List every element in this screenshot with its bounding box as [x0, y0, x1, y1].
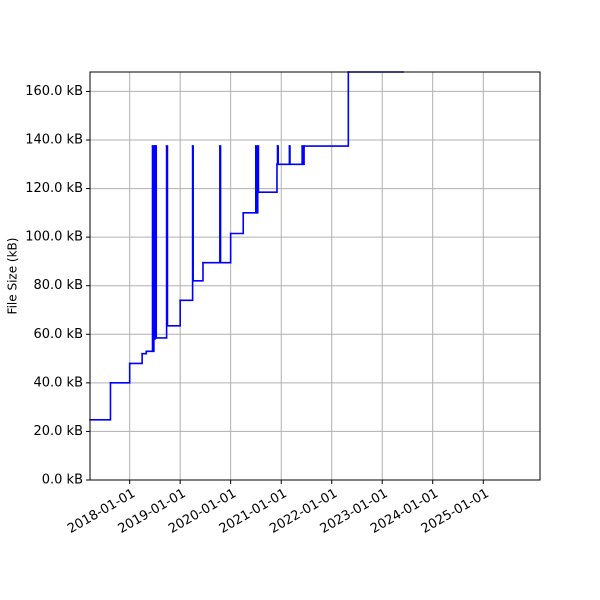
y-tick-label: 140.0 kB [25, 133, 83, 148]
data-point [277, 163, 280, 166]
data-point [141, 352, 144, 355]
y-tick-label: 0.0 kB [42, 473, 83, 488]
data-point [257, 191, 260, 194]
y-tick-label: 20.0 kB [33, 424, 83, 439]
data-point [301, 163, 304, 166]
data-point [192, 279, 195, 282]
plot-frame [89, 71, 541, 481]
y-axis-label: File Size (kB) [6, 238, 20, 315]
data-point [145, 350, 148, 353]
y-tick-label: 100.0 kB [25, 230, 83, 245]
data-point [256, 145, 259, 147]
data-point [128, 362, 131, 365]
y-tick-label: 40.0 kB [33, 375, 83, 390]
data-point [219, 261, 222, 264]
data-point [202, 261, 204, 264]
series-line [90, 71, 404, 421]
series-layer [89, 71, 404, 421]
data-point [303, 145, 305, 147]
data-point [179, 299, 182, 302]
y-tick-label: 120.0 kB [25, 181, 83, 196]
y-tick-label: 160.0 kB [25, 84, 83, 99]
data-point [276, 163, 278, 166]
data-point [153, 338, 156, 341]
data-point [255, 211, 258, 214]
data-point [218, 145, 221, 147]
data-point [166, 324, 169, 327]
y-tick-label: 80.0 kB [33, 278, 83, 293]
data-point [254, 145, 257, 147]
data-point [151, 145, 154, 147]
data-point [155, 337, 158, 339]
data-point [109, 381, 112, 384]
y-tick-label: 60.0 kB [33, 327, 83, 342]
data-point [229, 232, 232, 235]
grid [90, 72, 540, 481]
plot-area [90, 72, 540, 480]
data-point [165, 145, 168, 147]
data-point [276, 145, 279, 147]
data-point [191, 145, 194, 147]
data-point [288, 145, 291, 147]
data-point [301, 145, 304, 147]
data-point [289, 163, 291, 166]
data-point [242, 211, 245, 214]
data-point [154, 145, 157, 147]
data-point [152, 350, 155, 353]
